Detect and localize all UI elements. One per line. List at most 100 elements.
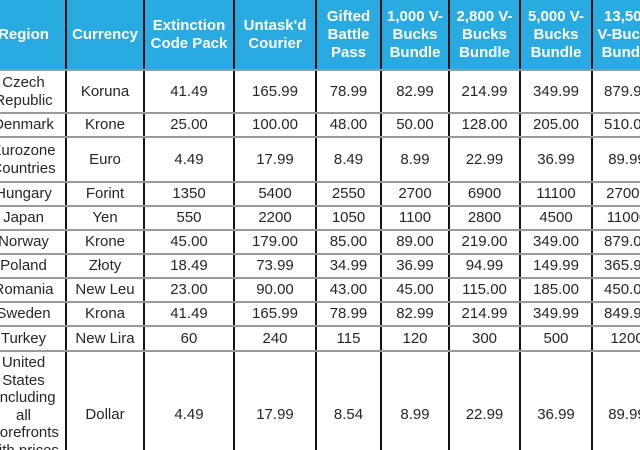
currency-cell: Krone xyxy=(65,229,145,255)
table-row: DenmarkKrone25.00100.0048.0050.00128.002… xyxy=(0,112,640,138)
price-cell: 8.99 xyxy=(380,350,450,450)
table-row: Sweden Krona 41.49 165.99 78.99 82.99 214.99 34… xyxy=(0,301,640,327)
price-cell: 17.99 xyxy=(233,350,317,450)
price-cell: 50.00 xyxy=(380,112,450,138)
price-cell: 214.99 xyxy=(448,301,521,327)
price-cell: 43.00 xyxy=(315,277,382,303)
price-cell: 115.00 xyxy=(448,277,521,303)
price-cell: 128.00 xyxy=(448,112,521,138)
price-cell: 89.99 xyxy=(591,136,640,183)
price-cell: 115 xyxy=(315,325,382,352)
price-cell: 8.49 xyxy=(315,136,382,183)
price-cell: 89.00 xyxy=(380,229,450,255)
column-header-2800-vbucks-bundle: 2,800 V-Bucks Bundle xyxy=(448,0,521,71)
price-cell: 1350 xyxy=(143,181,235,207)
price-cell: 365.99 xyxy=(591,253,640,279)
price-cell: 120 xyxy=(380,325,450,352)
price-cell: 550 xyxy=(143,205,235,231)
currency-cell: Dollar xyxy=(65,350,145,450)
price-cell: 27000 xyxy=(591,181,640,207)
price-cell: 5400 xyxy=(233,181,317,207)
price-cell: 879.99 xyxy=(591,69,640,114)
price-cell: 8.99 xyxy=(380,136,450,183)
price-cell: 78.99 xyxy=(315,301,382,327)
price-cell: 85.00 xyxy=(315,229,382,255)
price-cell: 41.49 xyxy=(143,301,235,327)
currency-cell: Koruna xyxy=(65,69,145,114)
region-cell: Denmark xyxy=(0,112,67,138)
column-header-region: Region xyxy=(0,0,67,71)
region-cell: Poland xyxy=(0,253,67,279)
column-header-extinction-code-pack: Extinction Code Pack xyxy=(143,0,235,71)
column-header-1000-vbucks-bundle: 1,000 V-Bucks Bundle xyxy=(380,0,450,71)
price-cell: 60 xyxy=(143,325,235,352)
currency-cell: Krona xyxy=(65,301,145,327)
currency-cell: New Lira xyxy=(65,325,145,352)
price-cell: 349.00 xyxy=(519,229,593,255)
price-cell: 879.00 xyxy=(591,229,640,255)
price-cell: 100.00 xyxy=(233,112,317,138)
price-cell: 11100 xyxy=(519,181,593,207)
price-cell: 45.00 xyxy=(143,229,235,255)
price-cell: 2200 xyxy=(233,205,317,231)
region-cell: Czech Republic xyxy=(0,69,67,114)
price-cell: 1200 xyxy=(591,325,640,352)
price-cell: 4500 xyxy=(519,205,593,231)
price-cell: 8.54 xyxy=(315,350,382,450)
price-cell: 510.00 xyxy=(591,112,640,138)
price-cell: 90.00 xyxy=(233,277,317,303)
table-row: Poland Złoty 18.49 73.99 34.99 36.99 94.99 149.… xyxy=(0,253,640,279)
price-cell: 94.99 xyxy=(448,253,521,279)
price-cell: 849.99 xyxy=(591,301,640,327)
table-row: United States (including all storefronts… xyxy=(0,350,640,450)
price-cell: 11000 xyxy=(591,205,640,231)
price-cell: 165.99 xyxy=(233,301,317,327)
price-cell: 165.99 xyxy=(233,69,317,114)
price-cell: 214.99 xyxy=(448,69,521,114)
price-cell: 82.99 xyxy=(380,301,450,327)
price-cell: 2800 xyxy=(448,205,521,231)
table-row: JapanYen5502200105011002800450011000 xyxy=(0,205,640,231)
price-cell: 36.99 xyxy=(380,253,450,279)
price-cell: 300 xyxy=(448,325,521,352)
region-cell: Sweden xyxy=(0,301,67,327)
price-cell: 89.99 xyxy=(591,350,640,450)
price-cell: 1050 xyxy=(315,205,382,231)
column-header-13500-vbucks-bundle: 13,500 V-Bucks Bundle xyxy=(591,0,640,71)
price-cell: 450.00 xyxy=(591,277,640,303)
price-cell: 179.00 xyxy=(233,229,317,255)
region-cell: Hungary xyxy=(0,181,67,207)
price-cell: 149.99 xyxy=(519,253,593,279)
price-cell: 36.99 xyxy=(519,350,593,450)
region-cell: Eurozone Countries xyxy=(0,136,67,183)
region-cell: Japan xyxy=(0,205,67,231)
price-cell: 23.00 xyxy=(143,277,235,303)
table-body: Czech Republic Koruna 41.49 165.99 78.99 82.9… xyxy=(0,69,640,450)
currency-cell: Yen xyxy=(65,205,145,231)
price-cell: 73.99 xyxy=(233,253,317,279)
price-cell: 2550 xyxy=(315,181,382,207)
region-cell: Turkey xyxy=(0,325,67,352)
table-header-row: Region Currency Extinction Code Pack Unt… xyxy=(0,0,640,71)
table-row: RomaniaNew Leu23.0090.0043.0045.00115.00… xyxy=(0,277,640,303)
price-cell: 36.99 xyxy=(519,136,593,183)
currency-cell: Euro xyxy=(65,136,145,183)
price-cell: 17.99 xyxy=(233,136,317,183)
column-header-gifted-battle-pass: Gifted Battle Pass xyxy=(315,0,382,71)
price-cell: 78.99 xyxy=(315,69,382,114)
currency-cell: Krone xyxy=(65,112,145,138)
price-cell: 1100 xyxy=(380,205,450,231)
price-cell: 349.99 xyxy=(519,69,593,114)
currency-cell: Złoty xyxy=(65,253,145,279)
price-cell: 4.49 xyxy=(143,136,235,183)
price-cell: 4.49 xyxy=(143,350,235,450)
region-cell: Norway xyxy=(0,229,67,255)
price-cell: 48.00 xyxy=(315,112,382,138)
price-cell: 82.99 xyxy=(380,69,450,114)
currency-cell: New Leu xyxy=(65,277,145,303)
price-cell: 41.49 xyxy=(143,69,235,114)
currency-cell: Forint xyxy=(65,181,145,207)
